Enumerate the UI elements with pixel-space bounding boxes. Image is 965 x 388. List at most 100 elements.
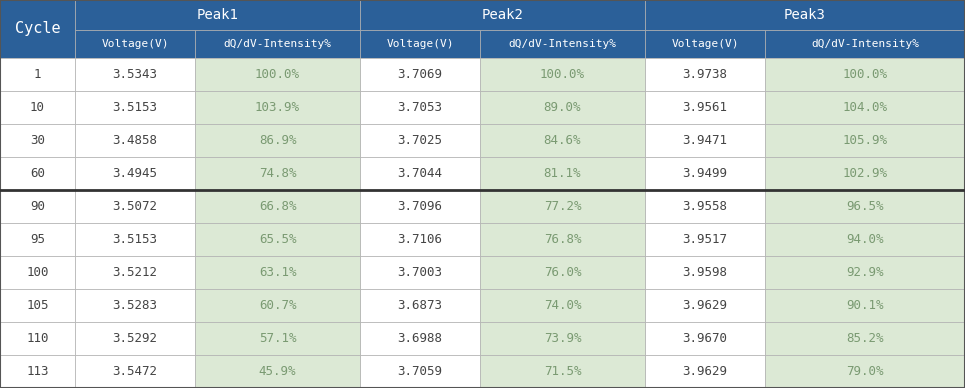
Text: 30: 30 [30,134,45,147]
Bar [765,124,965,157]
Text: 113: 113 [26,365,49,378]
Text: 57.1%: 57.1% [259,332,296,345]
Text: 3.9517: 3.9517 [682,233,728,246]
Text: 76.8%: 76.8% [543,233,581,246]
Bar [360,58,480,91]
Bar [195,289,360,322]
Bar [765,289,965,322]
Text: 1: 1 [34,68,41,81]
Bar [0,289,75,322]
Bar [480,355,645,388]
Text: 3.5212: 3.5212 [113,266,157,279]
Bar [195,190,360,223]
Bar [765,256,965,289]
Bar [360,289,480,322]
Text: 105: 105 [26,299,49,312]
Text: 3.9561: 3.9561 [682,101,728,114]
Text: 3.4858: 3.4858 [113,134,157,147]
Text: 3.9471: 3.9471 [682,134,728,147]
Text: 3.9738: 3.9738 [682,68,728,81]
Bar [645,190,765,223]
Bar [0,124,75,157]
Text: 3.9629: 3.9629 [682,299,728,312]
Bar [480,124,645,157]
Bar [0,58,75,91]
Text: 3.5343: 3.5343 [113,68,157,81]
Bar [0,0,75,58]
Bar [480,157,645,190]
Bar [645,223,765,256]
Text: 79.0%: 79.0% [846,365,884,378]
Bar [0,355,75,388]
Text: Peak2: Peak2 [482,8,523,22]
Bar [480,91,645,124]
Text: Cycle: Cycle [14,21,60,36]
Text: 94.0%: 94.0% [846,233,884,246]
Text: Voltage(V): Voltage(V) [672,39,739,49]
Bar [75,355,195,388]
Text: 65.5%: 65.5% [259,233,296,246]
Bar [195,91,360,124]
Bar [195,256,360,289]
Bar [480,30,645,58]
Text: 95: 95 [30,233,45,246]
Bar [195,124,360,157]
Bar [75,289,195,322]
Text: 76.0%: 76.0% [543,266,581,279]
Bar [75,124,195,157]
Bar [645,157,765,190]
Text: 3.6988: 3.6988 [398,332,443,345]
Text: Peak3: Peak3 [784,8,826,22]
Text: 3.9670: 3.9670 [682,332,728,345]
Text: 104.0%: 104.0% [842,101,888,114]
Text: 100.0%: 100.0% [255,68,300,81]
Text: 3.5072: 3.5072 [113,200,157,213]
Text: 85.2%: 85.2% [846,332,884,345]
Bar [645,30,765,58]
Text: 89.0%: 89.0% [543,101,581,114]
Text: 86.9%: 86.9% [259,134,296,147]
Bar [645,322,765,355]
Text: 84.6%: 84.6% [543,134,581,147]
Text: 77.2%: 77.2% [543,200,581,213]
Text: 3.9499: 3.9499 [682,167,728,180]
Text: 3.7053: 3.7053 [398,101,443,114]
Bar [765,30,965,58]
Bar [75,91,195,124]
Bar [75,223,195,256]
Bar [360,322,480,355]
Bar [360,256,480,289]
Text: 3.7106: 3.7106 [398,233,443,246]
Text: 3.5153: 3.5153 [113,233,157,246]
Text: 96.5%: 96.5% [846,200,884,213]
Text: 3.9558: 3.9558 [682,200,728,213]
Text: 3.7003: 3.7003 [398,266,443,279]
Bar [75,0,360,30]
Text: 74.8%: 74.8% [259,167,296,180]
Bar [0,91,75,124]
Bar [480,190,645,223]
Text: 90.1%: 90.1% [846,299,884,312]
Text: 3.7069: 3.7069 [398,68,443,81]
Text: 45.9%: 45.9% [259,365,296,378]
Bar [645,0,965,30]
Bar [360,30,480,58]
Bar [360,91,480,124]
Bar [195,322,360,355]
Text: 3.5153: 3.5153 [113,101,157,114]
Text: 102.9%: 102.9% [842,167,888,180]
Text: 3.7044: 3.7044 [398,167,443,180]
Bar [0,223,75,256]
Text: 60: 60 [30,167,45,180]
Text: 3.6873: 3.6873 [398,299,443,312]
Text: 81.1%: 81.1% [543,167,581,180]
Bar [195,223,360,256]
Text: Voltage(V): Voltage(V) [101,39,169,49]
Bar [75,190,195,223]
Text: 3.5292: 3.5292 [113,332,157,345]
Text: 3.7096: 3.7096 [398,200,443,213]
Text: 3.7059: 3.7059 [398,365,443,378]
Text: 100.0%: 100.0% [540,68,585,81]
Bar [765,322,965,355]
Text: 60.7%: 60.7% [259,299,296,312]
